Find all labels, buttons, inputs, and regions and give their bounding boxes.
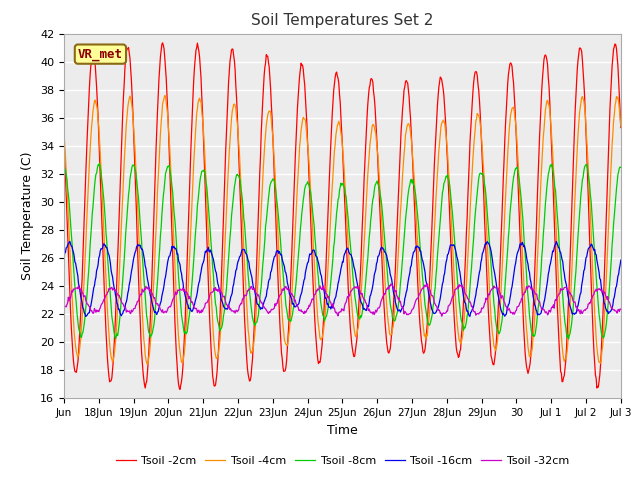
Tsoil -16cm <box>552 239 560 244</box>
Tsoil -4cm <box>60 131 68 136</box>
Tsoil -32cm <box>515 303 522 309</box>
Tsoil -8cm <box>60 163 68 168</box>
Tsoil -2cm <box>159 40 166 46</box>
Tsoil -16cm <box>531 302 538 308</box>
X-axis label: Time: Time <box>327 424 358 437</box>
Tsoil -32cm <box>531 291 539 297</box>
Tsoil -4cm <box>617 123 625 129</box>
Line: Tsoil -2cm: Tsoil -2cm <box>64 43 621 389</box>
Tsoil -2cm <box>60 134 68 140</box>
Tsoil -32cm <box>462 291 470 297</box>
Tsoil -8cm <box>531 333 538 339</box>
Tsoil -32cm <box>60 308 68 313</box>
Tsoil -4cm <box>143 361 151 367</box>
Tsoil -2cm <box>69 348 77 354</box>
Tsoil -2cm <box>176 386 184 392</box>
Tsoil -2cm <box>515 191 522 197</box>
Tsoil -8cm <box>69 252 77 257</box>
Tsoil -2cm <box>136 315 144 321</box>
Tsoil -2cm <box>462 251 470 256</box>
Tsoil -16cm <box>60 255 68 261</box>
Tsoil -16cm <box>461 300 468 306</box>
Tsoil -4cm <box>136 263 144 269</box>
Legend: Tsoil -2cm, Tsoil -4cm, Tsoil -8cm, Tsoil -16cm, Tsoil -32cm: Tsoil -2cm, Tsoil -4cm, Tsoil -8cm, Tsoi… <box>111 451 573 470</box>
Tsoil -2cm <box>531 254 539 260</box>
Tsoil -4cm <box>531 304 539 310</box>
Tsoil -4cm <box>161 93 168 98</box>
Tsoil -32cm <box>182 289 190 295</box>
Y-axis label: Soil Temperature (C): Soil Temperature (C) <box>22 152 35 280</box>
Tsoil -32cm <box>438 313 445 319</box>
Tsoil -8cm <box>461 325 468 331</box>
Tsoil -8cm <box>564 336 572 342</box>
Tsoil -16cm <box>617 257 625 263</box>
Tsoil -4cm <box>462 295 470 301</box>
Tsoil -8cm <box>184 329 191 335</box>
Line: Tsoil -16cm: Tsoil -16cm <box>64 241 621 316</box>
Tsoil -4cm <box>184 291 192 297</box>
Tsoil -2cm <box>617 125 625 131</box>
Tsoil -4cm <box>69 304 77 310</box>
Tsoil -16cm <box>137 245 145 251</box>
Line: Tsoil -4cm: Tsoil -4cm <box>64 96 621 364</box>
Text: VR_met: VR_met <box>78 48 123 60</box>
Tsoil -4cm <box>515 167 522 172</box>
Title: Soil Temperatures Set 2: Soil Temperatures Set 2 <box>252 13 433 28</box>
Tsoil -8cm <box>137 229 145 235</box>
Tsoil -16cm <box>82 313 90 319</box>
Tsoil -8cm <box>617 164 625 170</box>
Tsoil -16cm <box>69 247 77 253</box>
Line: Tsoil -8cm: Tsoil -8cm <box>64 163 621 339</box>
Tsoil -2cm <box>184 235 192 241</box>
Tsoil -32cm <box>69 289 77 295</box>
Tsoil -16cm <box>514 249 522 255</box>
Tsoil -8cm <box>514 168 522 174</box>
Tsoil -32cm <box>617 306 625 312</box>
Tsoil -16cm <box>184 301 191 307</box>
Tsoil -32cm <box>424 281 431 287</box>
Line: Tsoil -32cm: Tsoil -32cm <box>64 284 621 316</box>
Tsoil -8cm <box>96 160 104 166</box>
Tsoil -32cm <box>136 292 144 298</box>
